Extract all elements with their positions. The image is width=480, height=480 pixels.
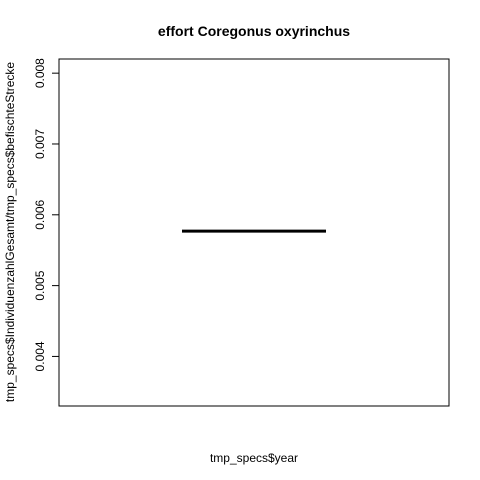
y-tick-label: 0.008 xyxy=(33,58,47,88)
y-axis-label: tmp_specs$IndividuenzahlGesamt/tmp_specs… xyxy=(3,62,17,403)
y-tick-label: 0.007 xyxy=(33,129,47,159)
y-tick-label: 0.004 xyxy=(33,341,47,371)
y-axis: 0.004 0.005 0.006 0.007 0.008 xyxy=(33,58,60,371)
chart-title: effort Coregonus oxyrinchus xyxy=(158,23,350,39)
y-tick-label: 0.005 xyxy=(33,270,47,300)
y-tick-label: 0.006 xyxy=(33,199,47,229)
x-axis-label: tmp_specs$year xyxy=(210,451,298,465)
